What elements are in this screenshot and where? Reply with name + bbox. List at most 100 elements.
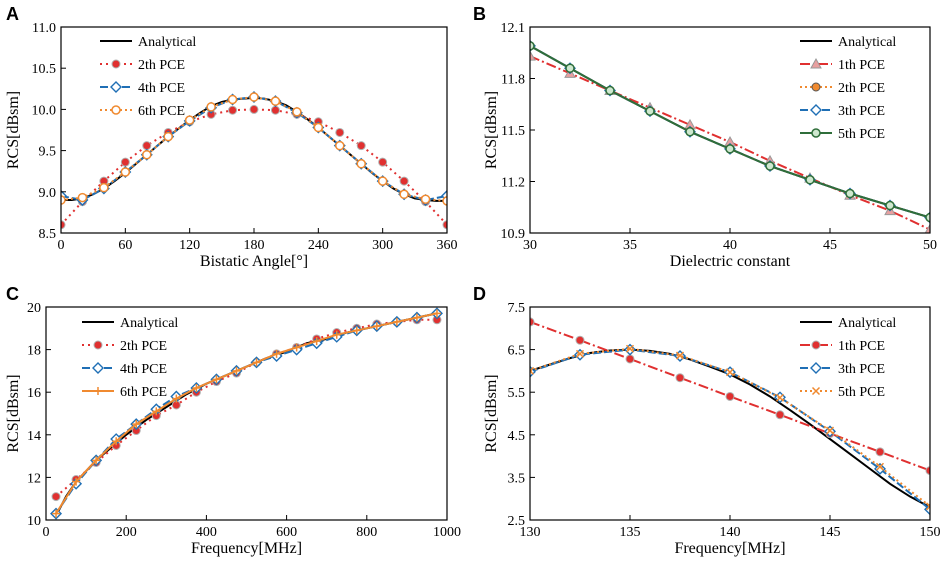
y-tick-label: 20	[27, 301, 41, 316]
data-point	[232, 366, 241, 375]
x-tick-label: 30	[523, 238, 537, 253]
y-axis-label: RCS[dBsm]	[5, 374, 22, 452]
data-point	[725, 368, 735, 377]
x-tick-label: 400	[196, 525, 217, 540]
data-point	[270, 96, 281, 106]
series-line-3th-pce	[530, 348, 930, 511]
data-point	[775, 393, 785, 402]
y-axis-label: RCS[dBsm]	[5, 91, 22, 169]
y-tick-label: 10.5	[32, 62, 57, 77]
x-tick-label: 600	[276, 525, 297, 540]
x-tick-label: 145	[820, 525, 841, 540]
data-point	[112, 437, 121, 446]
series-line-2th-pce	[55, 318, 437, 498]
legend-label: 6th PCE	[120, 385, 167, 400]
data-point	[312, 337, 321, 346]
series-line-1th-pce	[530, 320, 930, 472]
panel-letter: B	[473, 4, 486, 24]
y-tick-label: 11.0	[32, 21, 56, 36]
x-axis-label: Bistatic Angle[°]	[200, 253, 308, 270]
y-tick-label: 4.5	[508, 429, 526, 444]
legend-label: 3th PCE	[838, 104, 885, 119]
panel-letter: A	[6, 4, 19, 24]
data-point	[61, 220, 66, 230]
series-line-analytical	[55, 312, 438, 517]
data-point	[530, 50, 536, 61]
data-point	[227, 94, 238, 105]
legend-label: Analytical	[838, 316, 896, 331]
data-point	[92, 456, 101, 465]
y-tick-label: 7.5	[508, 301, 526, 316]
data-point	[228, 105, 238, 115]
x-tick-label: 1000	[433, 525, 461, 540]
data-point	[875, 462, 885, 471]
legend-label: Analytical	[138, 35, 196, 50]
data-point	[775, 410, 785, 420]
legend-label: 5th PCE	[838, 127, 885, 142]
data-point	[625, 344, 635, 353]
data-point	[377, 176, 388, 186]
y-tick-label: 6.5	[508, 344, 526, 359]
legend: Analytical 1th PCE 3th PCE 5th PCE	[800, 316, 896, 400]
data-point	[212, 375, 221, 384]
legend-marker	[93, 340, 103, 350]
y-tick-label: 11.2	[501, 176, 525, 191]
legend: Analytical 2th PCE 4th PCE 6th PCE	[100, 35, 196, 119]
series-line-6th-pce	[55, 312, 438, 515]
data-point	[442, 220, 447, 230]
data-point	[530, 41, 535, 51]
data-point	[432, 309, 441, 318]
data-point	[332, 330, 341, 339]
data-point	[725, 391, 735, 401]
data-point	[530, 366, 535, 375]
x-tick-label: 35	[623, 238, 637, 253]
data-point	[77, 192, 88, 203]
x-tick-label: 0	[58, 238, 65, 253]
data-point	[645, 106, 655, 116]
data-point	[575, 335, 585, 345]
data-point	[925, 466, 930, 476]
data-point	[605, 85, 615, 96]
x-axis-label: Frequency[MHz]	[674, 540, 785, 557]
data-point	[313, 122, 324, 133]
panel-D: D 130 135 140 145 150 2.5 3.5 4.5 5.5 6.5 7.5 Freque…	[473, 284, 941, 557]
data-point	[874, 462, 886, 475]
legend-marker	[110, 81, 122, 93]
legend-label: 1th PCE	[838, 58, 885, 73]
y-tick-label: 11.5	[501, 124, 525, 139]
data-point	[356, 159, 366, 169]
data-point	[206, 102, 216, 112]
data-point	[252, 358, 261, 367]
data-point	[845, 188, 855, 199]
legend-label: Analytical	[838, 35, 896, 50]
legend-label: 1th PCE	[838, 339, 885, 354]
y-tick-label: 18	[27, 344, 41, 359]
data-point	[356, 141, 366, 151]
data-point	[292, 107, 302, 117]
x-tick-label: 300	[372, 238, 393, 253]
data-point	[575, 349, 585, 358]
x-tick-label: 50	[923, 238, 937, 253]
x-tick-label: 45	[823, 238, 837, 253]
y-tick-label: 9.0	[39, 186, 57, 201]
data-point	[675, 373, 685, 383]
plot-frame	[45, 306, 448, 521]
x-axis-label: Frequency[MHz]	[191, 540, 302, 557]
x-axis-label: Dielectric constant	[670, 253, 791, 270]
data-point	[925, 212, 930, 223]
x-tick-label: 130	[520, 525, 541, 540]
panel-A: A 0 60 120 180 240 300 360 8.5 9.0 9.5 10.0 10.5 11.0…	[5, 4, 458, 270]
y-tick-label: 10	[27, 514, 41, 529]
data-point	[392, 317, 401, 326]
data-point	[163, 131, 173, 142]
data-point	[412, 313, 421, 322]
data-point	[378, 157, 388, 167]
legend-label: 6th PCE	[138, 104, 185, 119]
y-tick-label: 10.9	[501, 227, 526, 242]
data-point	[52, 509, 61, 518]
data-point	[372, 322, 381, 331]
legend-marker	[811, 386, 821, 396]
plot-area	[61, 91, 447, 230]
legend-label: 4th PCE	[120, 362, 167, 377]
